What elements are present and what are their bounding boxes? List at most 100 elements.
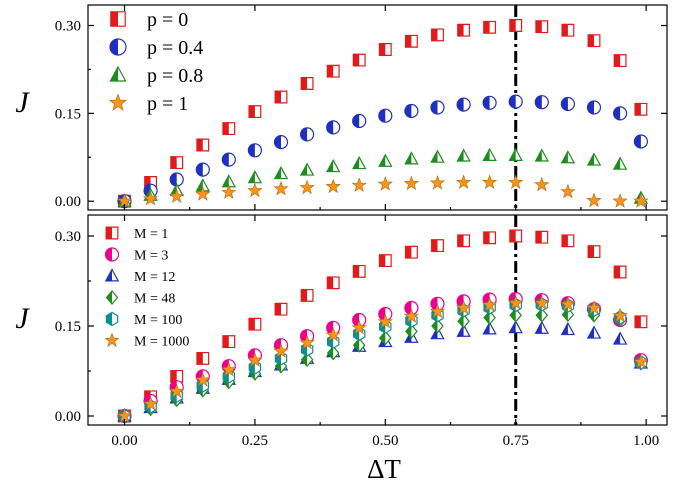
bottom-point-m-48-10	[378, 330, 392, 346]
bottom-point-m-12-17	[560, 321, 576, 336]
bottom-point-m-48-7	[300, 352, 314, 368]
bottom-point-m-48-12	[431, 318, 444, 334]
top-point-p-0-10	[378, 43, 392, 56]
top-point-p-0-8	[326, 64, 340, 78]
top-point-p-0-4	[222, 122, 236, 136]
top-point-p-0-4-13	[456, 97, 471, 112]
bottom-legend-marker-m-1	[105, 226, 119, 240]
top-legend-marker-p-0-8	[109, 65, 127, 82]
bottom-point-m-1000-1	[142, 395, 159, 411]
top-point-p-0-4-7	[300, 127, 315, 142]
top-point-p-1-19	[612, 193, 628, 208]
bottom-point-m-1000-18	[586, 299, 602, 315]
bottom-point-m-1000-13	[455, 299, 472, 315]
top-point-p-1-3	[195, 186, 211, 201]
bottom-point-m-1-6	[274, 302, 288, 316]
top-plot-area	[116, 5, 649, 210]
top-point-p-0-5	[248, 105, 262, 119]
top-point-p-0-4-19	[612, 106, 628, 121]
top-point-p-0-4-8	[326, 120, 341, 135]
bottom-point-m-1-7	[300, 288, 314, 302]
top-point-p-0-12	[431, 28, 444, 42]
bottom-legend-label-m-1: M = 1	[134, 227, 168, 242]
top-legend-label-p-0: p = 0	[147, 9, 188, 31]
bottom-point-m-48-11	[405, 323, 418, 339]
top-point-p-1-13	[455, 174, 472, 189]
bottom-panel-frame	[87, 214, 668, 426]
top-point-p-1-16	[534, 176, 550, 192]
top-point-p-1-6	[273, 180, 289, 196]
top-legend-label-p-0-8: p = 0.8	[147, 65, 203, 87]
top-legend-label-p-1: p = 1	[147, 93, 188, 115]
top-point-p-0-8-18	[586, 152, 602, 166]
bottom-point-m-1-17	[561, 234, 575, 248]
top-point-p-0-8-17	[560, 150, 576, 164]
bottom-point-m-48-15	[509, 307, 523, 323]
top-panel: 0.00 0.15 0.30 J p = 0 p = 0.4 p = 0.8 p = 1	[15, 4, 668, 211]
bottom-y-tick-label: 0.15	[55, 319, 81, 335]
top-point-p-1-4	[221, 184, 237, 199]
top-point-p-0-2	[170, 156, 184, 170]
x-tick-label: 0.25	[242, 433, 268, 449]
bottom-legend-marker-m-12	[104, 268, 120, 282]
top-point-p-0-17	[561, 23, 575, 37]
bottom-point-m-48-14	[483, 310, 496, 326]
top-point-p-0-4-6	[273, 135, 289, 150]
top-series-p-1	[116, 174, 649, 208]
top-point-p-0-4-15	[508, 94, 523, 109]
bottom-point-m-1000-3	[195, 371, 211, 387]
bottom-point-m-1-5	[248, 317, 262, 331]
top-y-tick-label: 0.30	[55, 19, 81, 35]
bottom-point-m-1-19	[613, 265, 627, 279]
bottom-point-m-1000-5	[247, 352, 263, 367]
bottom-point-m-1-2	[170, 369, 184, 383]
bottom-point-m-12-18	[586, 325, 602, 339]
top-point-p-0-4-11	[404, 103, 419, 119]
bottom-point-m-48-16	[535, 307, 549, 323]
bottom-point-m-1000-16	[534, 295, 550, 310]
bottom-panel: 0.00 0.15 0.30 0.00 0.25 0.50 0.75 1.00 J ΔT M …	[15, 214, 668, 484]
x-tick-label: 1.00	[633, 433, 659, 449]
top-point-p-0-4-12	[430, 100, 445, 115]
top-point-p-1-7	[299, 179, 315, 195]
top-point-p-0-8-16	[534, 148, 549, 162]
bottom-point-m-48-17	[561, 307, 575, 323]
bottom-legend-label-m-100: M = 100	[134, 313, 182, 328]
top-point-p-1-5	[247, 182, 263, 198]
bottom-point-m-48-9	[352, 337, 366, 353]
top-point-p-0-8-6	[273, 165, 289, 180]
top-point-p-0-14	[483, 20, 497, 34]
bottom-point-m-1000-14	[481, 296, 498, 312]
bottom-point-m-1-16	[535, 230, 549, 244]
top-y-tick-label: 0.15	[55, 106, 81, 122]
top-point-p-0-8-7	[299, 162, 315, 176]
top-point-p-0-11	[404, 34, 418, 48]
x-tick-label: 0.50	[372, 433, 398, 449]
bottom-legend-label-m-1000: M = 1000	[134, 335, 189, 350]
bottom-legend: M = 1 M = 3 M = 12 M = 48 M = 100 M = 1000	[104, 226, 189, 350]
top-legend-marker-p-0-4	[109, 38, 127, 56]
top-panel-frame	[87, 4, 668, 211]
top-point-p-0-8-9	[352, 155, 367, 170]
top-point-p-0-4-2	[169, 172, 184, 187]
top-point-p-0-4-18	[586, 100, 602, 115]
bottom-series-m-1000	[116, 295, 649, 423]
x-axis-label: ΔT	[367, 454, 401, 484]
top-point-p-0-15	[509, 19, 523, 32]
bottom-point-m-1-3	[196, 351, 210, 365]
bottom-point-m-48-13	[457, 313, 470, 329]
top-point-p-0-8-8	[326, 158, 341, 173]
bottom-point-m-12-14	[482, 321, 497, 335]
top-point-p-0-8-15	[508, 147, 523, 161]
bottom-point-m-1000-6	[273, 343, 289, 358]
top-point-p-0-8-12	[430, 149, 445, 163]
top-point-p-1-9	[351, 177, 367, 192]
top-point-p-0-4-16	[534, 95, 549, 110]
top-point-p-0-8-14	[482, 147, 497, 161]
top-legend-marker-p-1	[108, 93, 128, 111]
top-point-p-0-3	[196, 138, 210, 152]
top-point-p-0-20	[634, 102, 648, 116]
bottom-point-m-1000-9	[351, 319, 367, 335]
top-point-p-1-20	[633, 193, 649, 208]
